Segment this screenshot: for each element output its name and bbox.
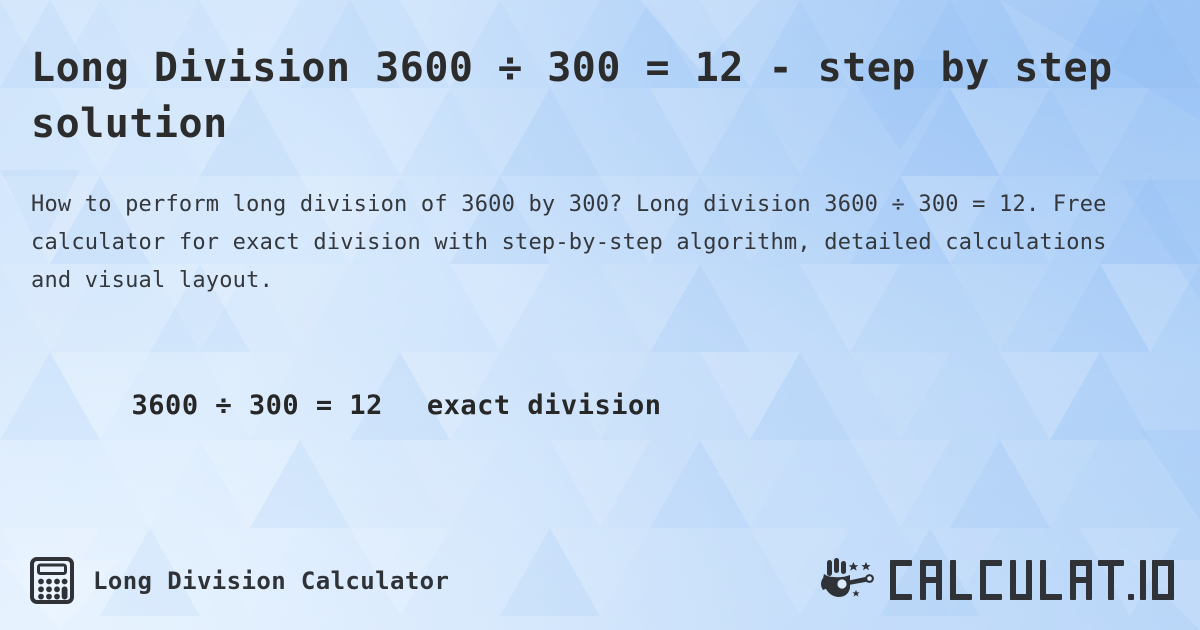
magic-wand-hand-icon <box>821 558 874 597</box>
result-note: exact division <box>426 390 662 421</box>
result-summary: 3600 ÷ 300 = 12 exact division <box>31 355 661 457</box>
footer: Long Division Calculator <box>0 534 1200 630</box>
calculator-icon <box>30 557 74 604</box>
page-description: How to perform long division of 3600 by … <box>31 192 1107 293</box>
result-expression: 3600 ÷ 300 = 12 <box>131 390 383 421</box>
logo-wordmark <box>888 558 1176 602</box>
page-title: Long Division 3600 ÷ 300 = 12 - step by … <box>31 45 1113 147</box>
brand-left[interactable]: Long Division Calculator <box>30 557 449 604</box>
brand-logo[interactable] <box>820 558 1176 602</box>
brand-left-label: Long Division Calculator <box>93 566 450 595</box>
